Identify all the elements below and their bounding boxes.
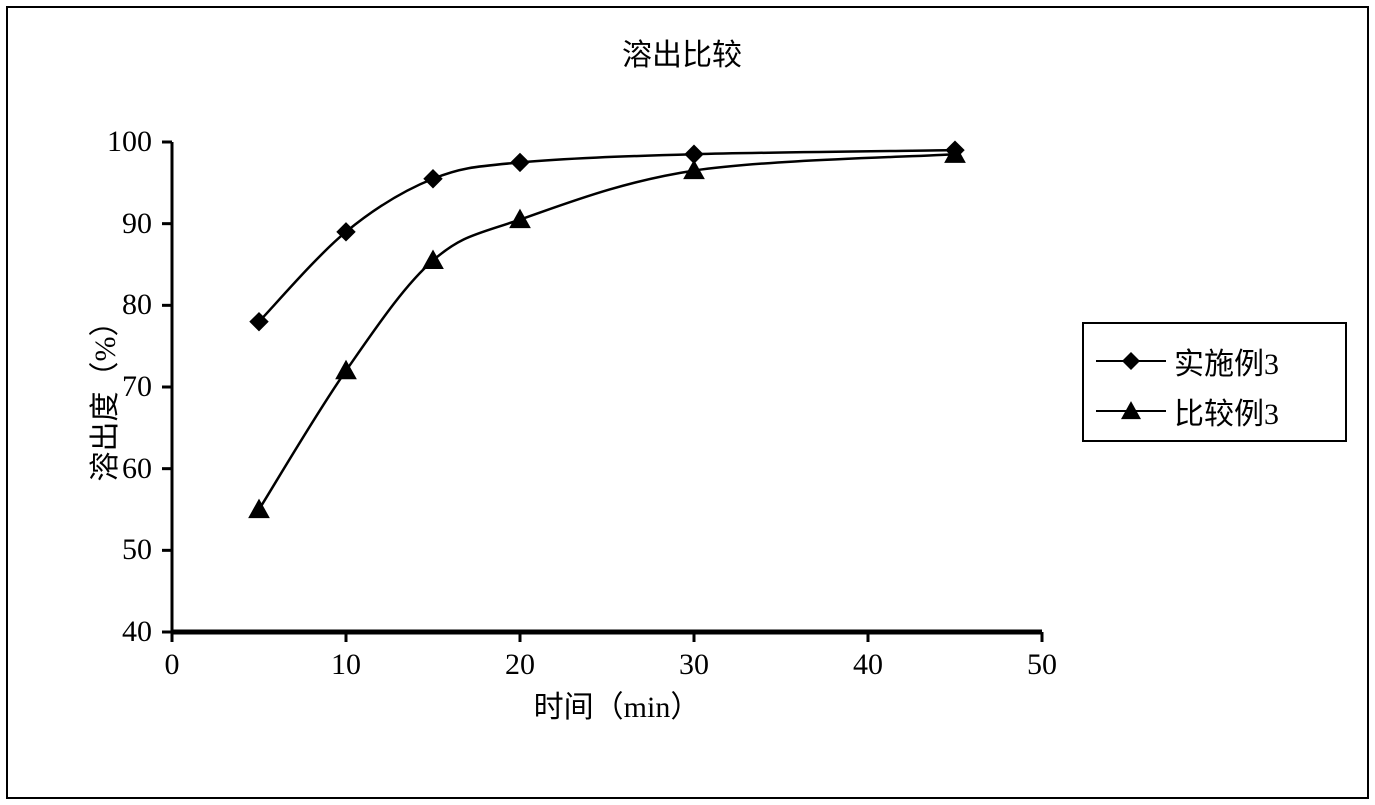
y-tick-label: 50 — [82, 533, 152, 567]
series-line — [259, 150, 955, 322]
legend-item: 实施例3 — [1096, 336, 1279, 386]
y-tick-label: 100 — [82, 125, 152, 159]
x-tick-label: 50 — [1012, 648, 1072, 682]
x-tick-label: 40 — [838, 648, 898, 682]
plot-svg — [172, 142, 1042, 632]
legend-swatch — [1096, 399, 1166, 423]
legend-swatch — [1096, 349, 1166, 373]
chart-title: 溶出比较 — [522, 30, 842, 74]
x-tick-label: 0 — [142, 648, 202, 682]
x-axis-label: 时间（min） — [487, 682, 747, 726]
legend-label: 实施例3 — [1174, 339, 1279, 383]
plot-area — [172, 142, 1042, 632]
chart-frame: 溶出比较 溶出度（%） 时间（min） 实施例3比较例3 01020304050… — [6, 6, 1369, 799]
legend-item: 比较例3 — [1096, 386, 1279, 436]
y-tick-label: 60 — [82, 452, 152, 486]
legend-label: 比较例3 — [1174, 389, 1279, 433]
x-tick-label: 30 — [664, 648, 724, 682]
x-tick-label: 10 — [316, 648, 376, 682]
series-line — [259, 154, 955, 509]
x-tick-label: 20 — [490, 648, 550, 682]
y-tick-label: 90 — [82, 207, 152, 241]
y-tick-label: 80 — [82, 288, 152, 322]
y-tick-label: 70 — [82, 370, 152, 404]
y-tick-label: 40 — [82, 615, 152, 649]
legend: 实施例3 比较例3 — [1082, 322, 1347, 442]
